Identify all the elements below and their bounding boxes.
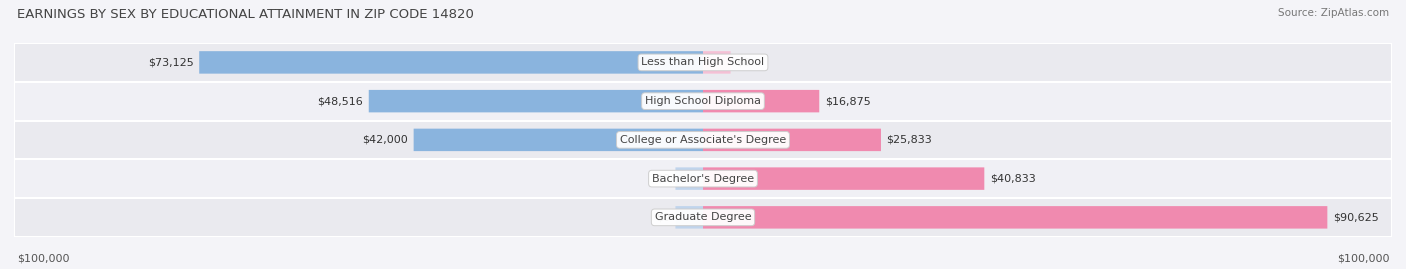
Text: Less than High School: Less than High School [641, 57, 765, 68]
Text: $0: $0 [737, 57, 749, 68]
Text: $0: $0 [657, 174, 669, 184]
Text: Source: ZipAtlas.com: Source: ZipAtlas.com [1278, 8, 1389, 18]
Bar [14, 159, 1392, 198]
Text: $90,625: $90,625 [1333, 212, 1379, 222]
Bar [14, 82, 1392, 121]
Text: $48,516: $48,516 [318, 96, 363, 106]
FancyBboxPatch shape [675, 167, 703, 190]
Text: $16,875: $16,875 [825, 96, 870, 106]
Text: EARNINGS BY SEX BY EDUCATIONAL ATTAINMENT IN ZIP CODE 14820: EARNINGS BY SEX BY EDUCATIONAL ATTAINMEN… [17, 8, 474, 21]
FancyBboxPatch shape [413, 129, 703, 151]
Text: Graduate Degree: Graduate Degree [655, 212, 751, 222]
Text: $0: $0 [657, 212, 669, 222]
FancyBboxPatch shape [703, 129, 882, 151]
Text: $100,000: $100,000 [17, 254, 69, 264]
Bar [14, 198, 1392, 237]
FancyBboxPatch shape [200, 51, 703, 74]
Text: College or Associate's Degree: College or Associate's Degree [620, 135, 786, 145]
Text: $73,125: $73,125 [148, 57, 194, 68]
Text: $100,000: $100,000 [1337, 254, 1389, 264]
FancyBboxPatch shape [703, 90, 820, 112]
Text: $25,833: $25,833 [887, 135, 932, 145]
Text: $42,000: $42,000 [363, 135, 408, 145]
FancyBboxPatch shape [368, 90, 703, 112]
Bar [14, 121, 1392, 159]
Text: High School Diploma: High School Diploma [645, 96, 761, 106]
Bar [14, 43, 1392, 82]
FancyBboxPatch shape [703, 206, 1327, 229]
FancyBboxPatch shape [675, 206, 703, 229]
FancyBboxPatch shape [703, 167, 984, 190]
Text: Bachelor's Degree: Bachelor's Degree [652, 174, 754, 184]
FancyBboxPatch shape [703, 51, 731, 74]
Text: $40,833: $40,833 [990, 174, 1036, 184]
